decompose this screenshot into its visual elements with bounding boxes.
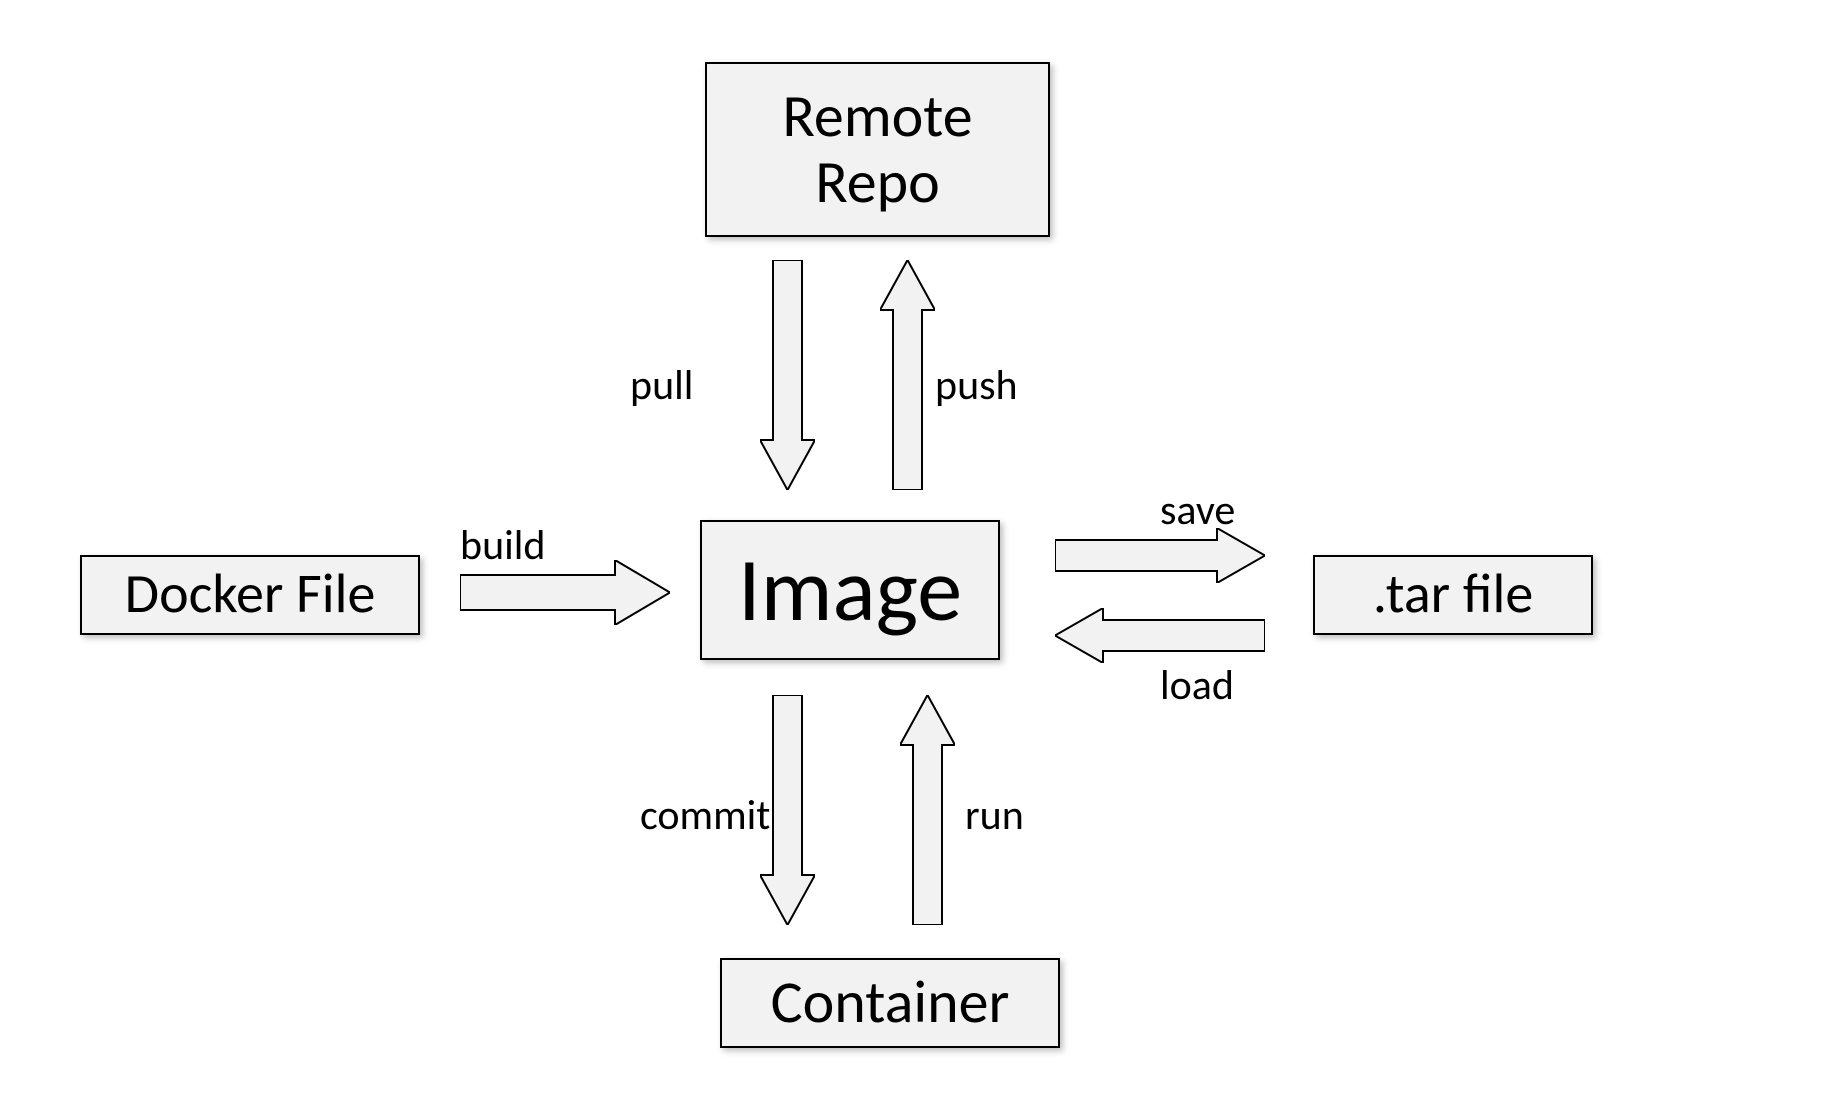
arrow-save [1055, 528, 1265, 583]
arrow-load [1055, 608, 1265, 663]
node-label: Image [738, 541, 962, 640]
edge-label-build: build [460, 520, 545, 571]
node-image: Image [700, 520, 1000, 660]
edge-label-commit: commit [640, 790, 770, 841]
node-label: RemoteRepo [782, 84, 972, 216]
edge-label-save: save [1160, 485, 1235, 536]
arrow-pull [760, 260, 815, 490]
node-remote-repo: RemoteRepo [705, 62, 1050, 237]
arrow-run [900, 695, 955, 925]
edge-label-push: push [935, 360, 1018, 411]
edge-label-pull: pull [630, 360, 693, 411]
node-label: Docker File [125, 564, 376, 626]
node-container: Container [720, 958, 1060, 1048]
edge-label-run: run [965, 790, 1024, 841]
node-label: Container [771, 970, 1010, 1036]
node-docker-file: Docker File [80, 555, 420, 635]
node-label: .tar file [1373, 564, 1533, 626]
arrow-push [880, 260, 935, 490]
node-tar-file: .tar file [1313, 555, 1593, 635]
edge-label-load: load [1160, 660, 1234, 711]
